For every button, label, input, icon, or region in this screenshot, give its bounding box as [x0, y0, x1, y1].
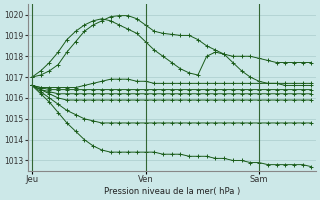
X-axis label: Pression niveau de la mer( hPa ): Pression niveau de la mer( hPa ) — [104, 187, 240, 196]
